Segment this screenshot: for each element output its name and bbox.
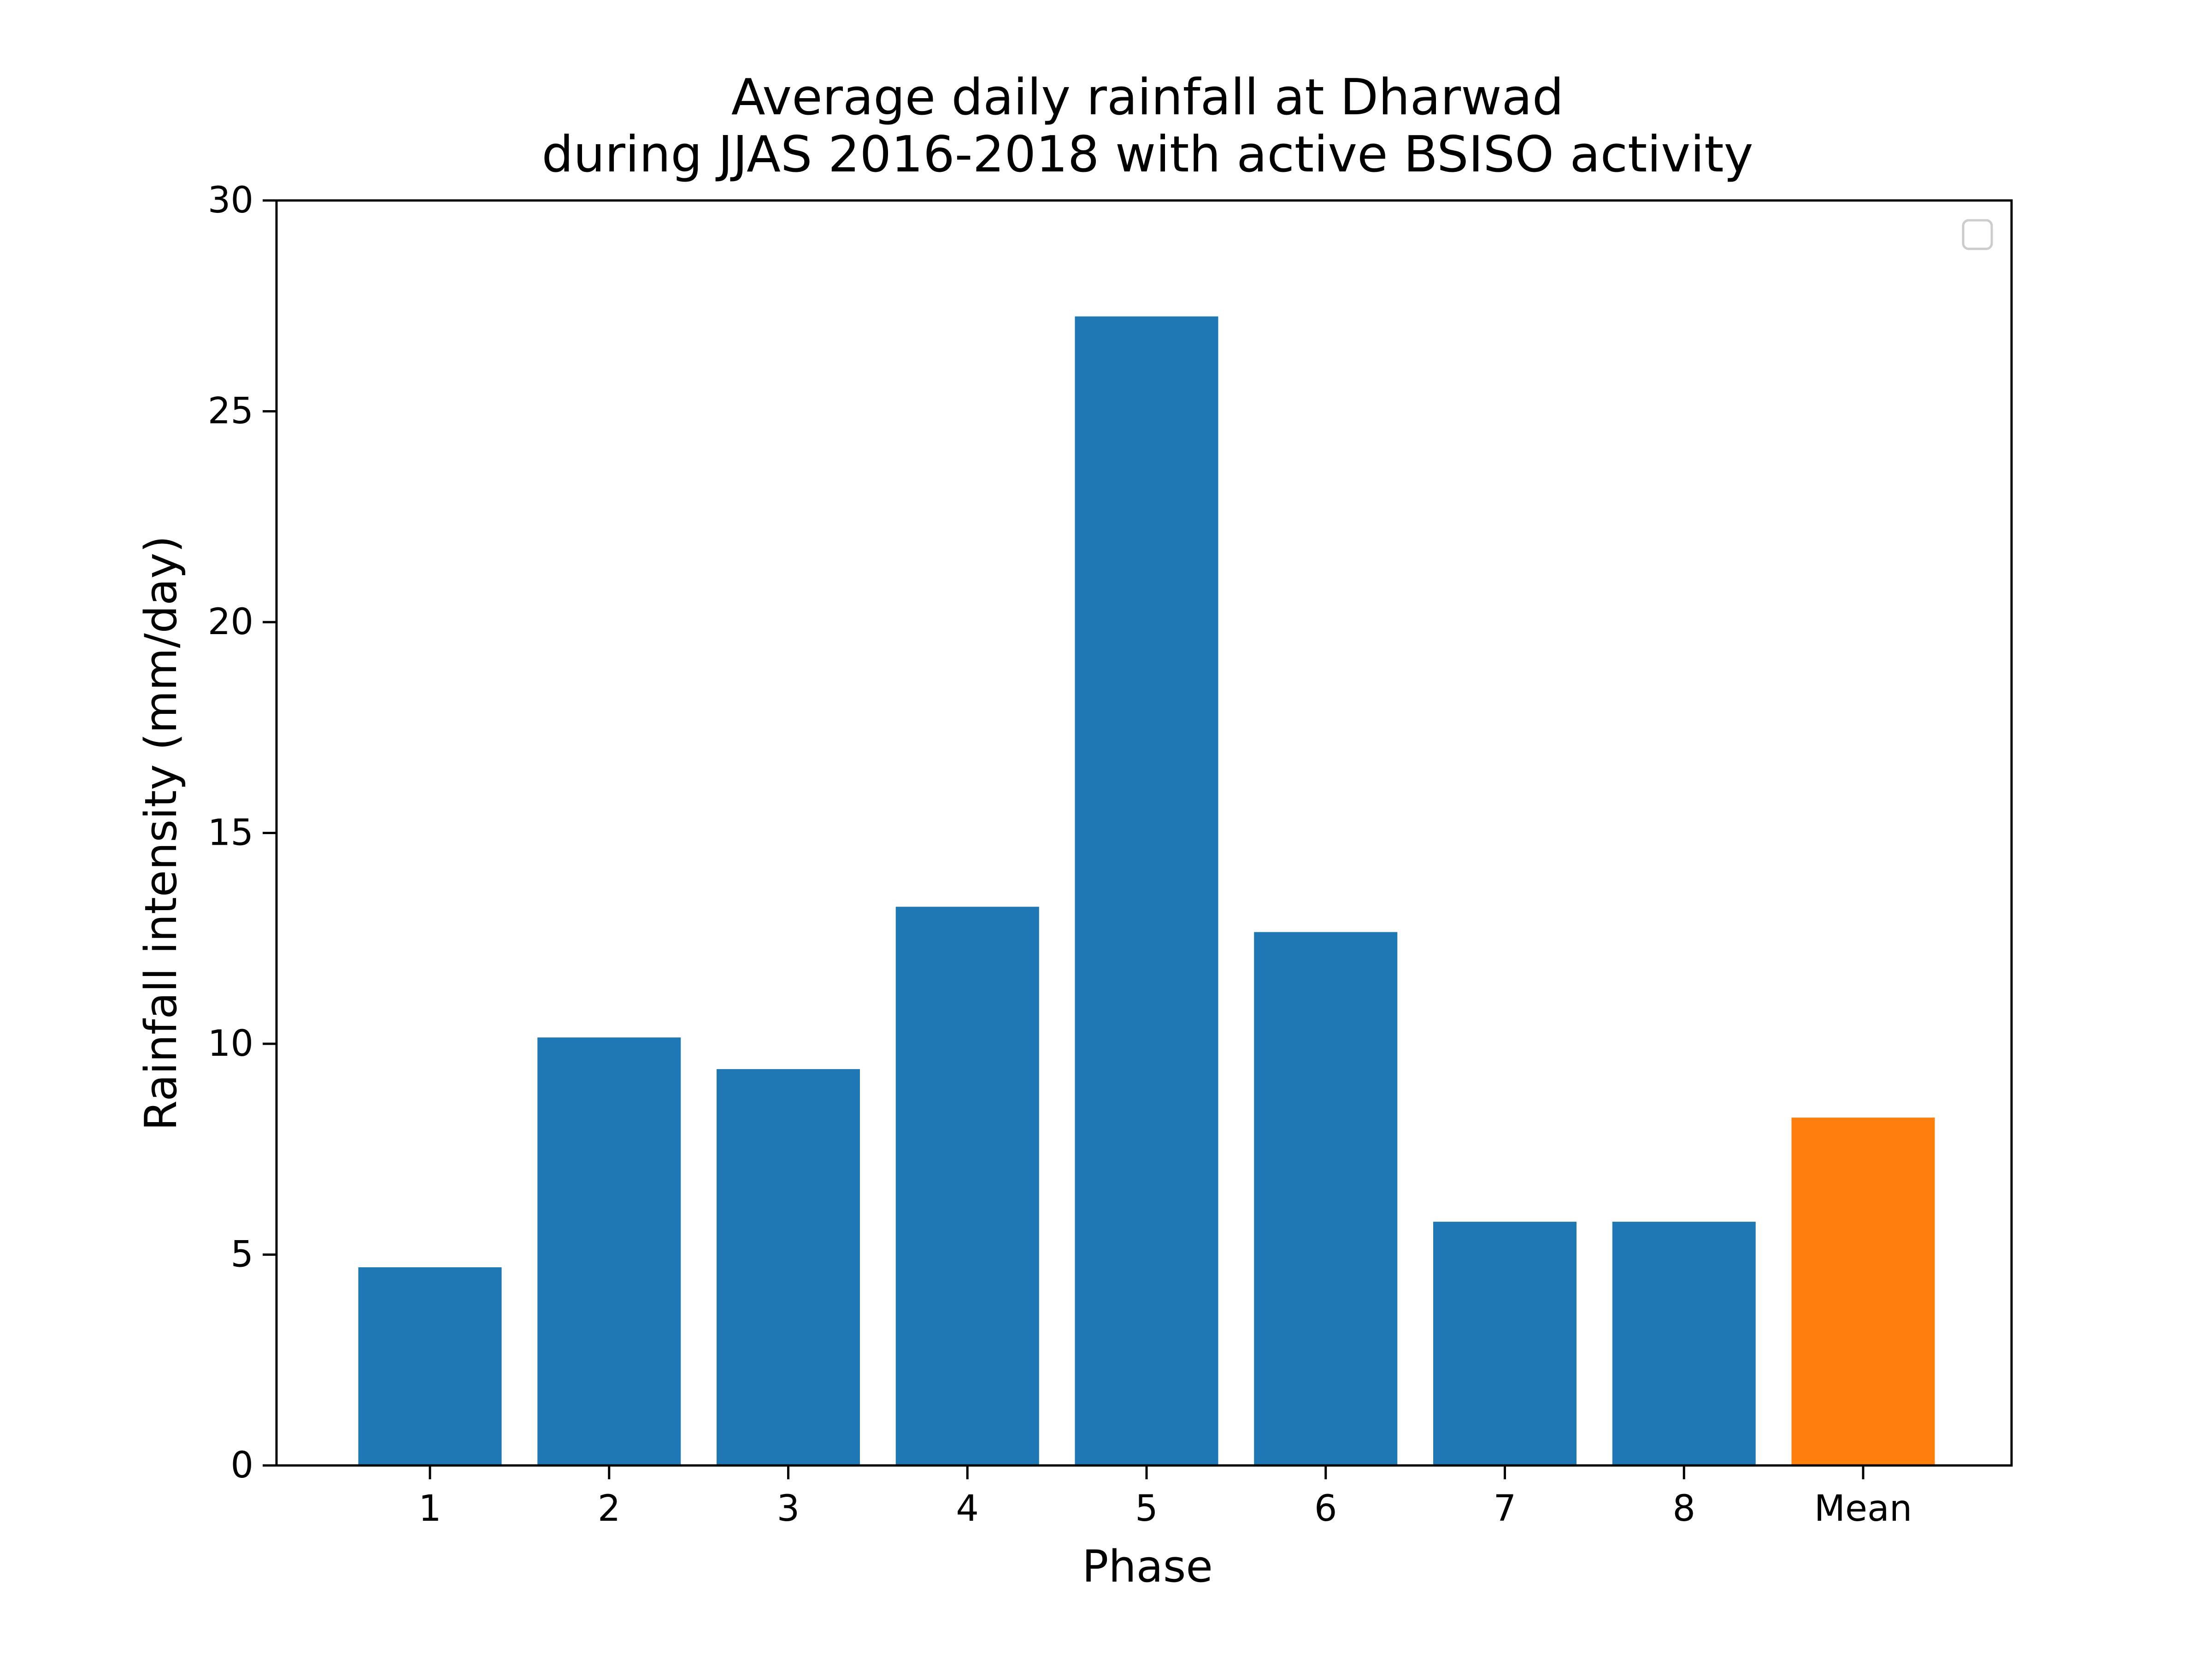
y-tick-label: 15 (208, 812, 253, 854)
x-tick-label: 6 (1314, 1488, 1337, 1530)
x-tick-label: 8 (1672, 1488, 1695, 1530)
y-tick-label: 20 (208, 601, 253, 643)
bar-2 (537, 1037, 681, 1465)
y-tick-label: 30 (208, 180, 253, 221)
x-tick-label: 2 (598, 1488, 621, 1530)
bar-6 (1254, 932, 1398, 1465)
x-tick-label: 7 (1494, 1488, 1517, 1530)
y-tick-label: 0 (230, 1445, 253, 1486)
empty-legend-box (1962, 219, 1993, 250)
bar-7 (1433, 1222, 1577, 1465)
x-tick-label: 4 (956, 1488, 979, 1530)
x-tick-label: 5 (1135, 1488, 1158, 1530)
bar-3 (717, 1069, 860, 1465)
y-axis-label: Rainfall intensity (mm/day) (136, 535, 187, 1130)
bar-8 (1612, 1222, 1756, 1465)
bar-mean (1791, 1118, 1935, 1465)
chart-title: Average daily rainfall at Dharwad during… (542, 69, 1753, 183)
x-axis: 1 2 3 4 5 6 7 8 Mean (418, 1465, 1912, 1530)
y-axis: 0 5 10 15 20 25 30 (208, 180, 276, 1486)
bars (358, 316, 1935, 1465)
bar-1 (358, 1267, 502, 1465)
y-tick-label: 5 (230, 1234, 253, 1276)
y-tick-label: 10 (208, 1023, 253, 1065)
y-tick-label: 25 (208, 391, 253, 432)
chart-title-line-1: Average daily rainfall at Dharwad (731, 69, 1564, 126)
x-tick-label: 3 (777, 1488, 800, 1530)
x-tick-label: 1 (418, 1488, 441, 1530)
chart-title-line-2: during JJAS 2016-2018 with active BSISO … (542, 126, 1753, 183)
plot-frame (275, 199, 2013, 1467)
bar-5 (1075, 316, 1218, 1465)
x-axis-label: Phase (1082, 1541, 1213, 1592)
x-tick-label: Mean (1814, 1488, 1912, 1530)
bar-4 (895, 906, 1039, 1465)
